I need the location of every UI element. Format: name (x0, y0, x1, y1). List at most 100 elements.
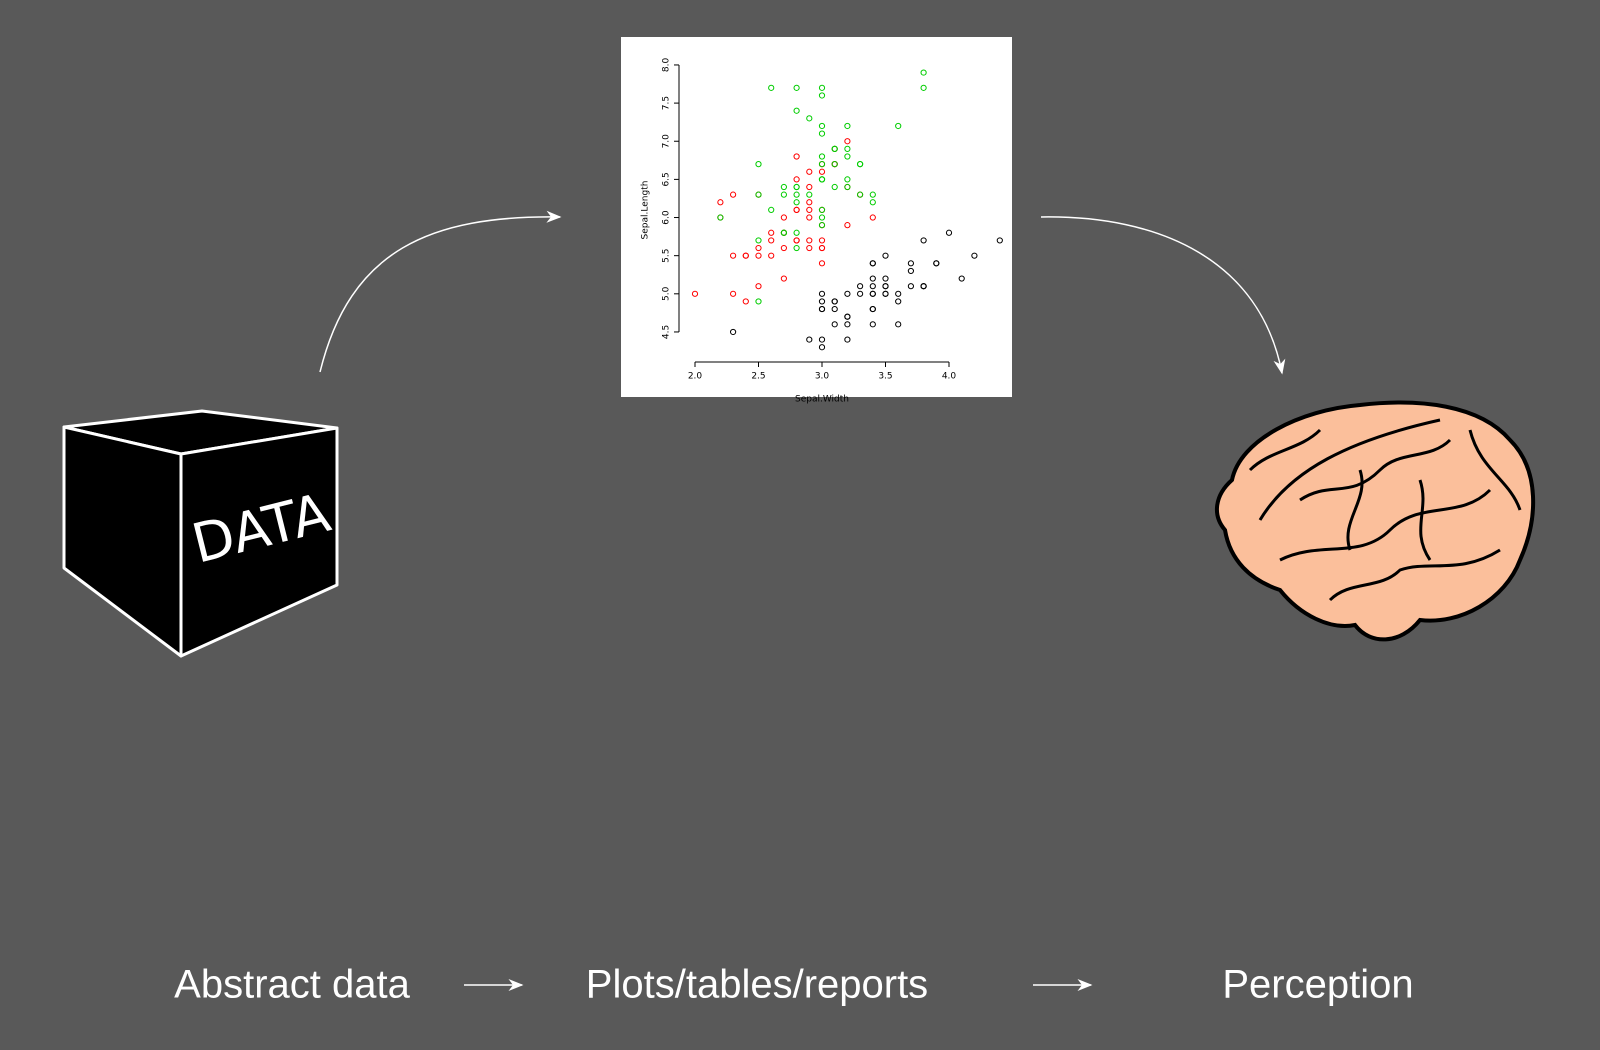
point (755, 298, 762, 305)
point (920, 283, 927, 290)
point (793, 176, 800, 183)
point (818, 244, 826, 252)
point (907, 283, 915, 290)
brain (1215, 400, 1536, 642)
point (755, 252, 762, 259)
point (920, 237, 927, 244)
plot-background (621, 37, 1012, 397)
point (729, 191, 737, 198)
x-tick-label: 4.0 (942, 372, 957, 382)
step-label: Perception (1222, 963, 1413, 1007)
point (818, 260, 826, 267)
point (818, 168, 826, 175)
point (729, 328, 737, 336)
point (780, 191, 787, 198)
point (818, 130, 826, 137)
point (806, 183, 813, 191)
point (818, 298, 826, 305)
point (818, 92, 826, 99)
point (920, 84, 927, 91)
point (831, 305, 838, 313)
point (933, 260, 940, 267)
point (882, 275, 889, 282)
point (869, 191, 876, 198)
plot: 2.0 2.5 3.0 3.5 4.0 4.5 5.0 5.5 6.0 6.5 7.0 7.5 8.0 S… (621, 37, 1012, 405)
point (869, 290, 876, 297)
point (818, 336, 826, 343)
point (831, 161, 838, 168)
point (882, 252, 889, 259)
point (907, 267, 915, 275)
point (806, 214, 813, 221)
point (882, 283, 889, 290)
point (831, 145, 838, 152)
point (742, 298, 749, 305)
step-label: Plots/tables/reports (586, 963, 928, 1007)
point (844, 222, 851, 229)
point (844, 321, 851, 328)
point (793, 84, 800, 91)
point (793, 229, 800, 236)
point (844, 176, 851, 183)
point (806, 206, 813, 213)
x-axis-label: Sepal.Width (795, 395, 849, 405)
point (806, 244, 813, 252)
point (844, 290, 851, 297)
point (844, 313, 851, 320)
point (768, 206, 775, 213)
point (844, 153, 851, 160)
step-label: Abstract data (174, 963, 410, 1007)
point (895, 321, 902, 328)
point (755, 161, 762, 168)
y-tick-label: 8.0 (662, 58, 672, 73)
point (780, 275, 787, 282)
point (768, 252, 775, 259)
point (844, 336, 851, 343)
point (895, 298, 902, 305)
point (768, 237, 775, 244)
point (818, 222, 826, 229)
point (780, 214, 787, 221)
point (793, 237, 800, 244)
x-tick-label: 3.5 (878, 372, 892, 382)
point (907, 260, 915, 267)
y-tick-label: 7.0 (662, 134, 672, 149)
point (857, 161, 864, 168)
point (793, 244, 800, 252)
point (793, 107, 800, 114)
point (831, 183, 838, 191)
point (793, 183, 800, 191)
point (869, 199, 876, 206)
point (818, 214, 826, 221)
point (806, 237, 813, 244)
point (717, 199, 724, 206)
arrow (319, 210, 562, 373)
point (818, 84, 826, 91)
point (742, 252, 749, 259)
point (793, 191, 800, 198)
point (780, 183, 787, 191)
point (793, 199, 800, 206)
point (857, 191, 864, 198)
point (806, 336, 813, 343)
point (818, 153, 826, 160)
data-cube (62, 409, 339, 658)
point (755, 283, 762, 290)
point (844, 145, 851, 152)
y-tick-label: 5.0 (662, 286, 672, 301)
point (818, 237, 826, 244)
point (793, 153, 800, 160)
point (882, 290, 889, 297)
y-tick-label: 7.5 (662, 96, 672, 110)
point (971, 252, 978, 259)
point (768, 229, 775, 236)
point (869, 260, 876, 267)
arrow (1040, 216, 1286, 375)
y-tick-label: 5.5 (662, 249, 672, 263)
point (831, 298, 838, 305)
point (869, 321, 876, 328)
point (780, 229, 787, 236)
point (844, 122, 851, 130)
